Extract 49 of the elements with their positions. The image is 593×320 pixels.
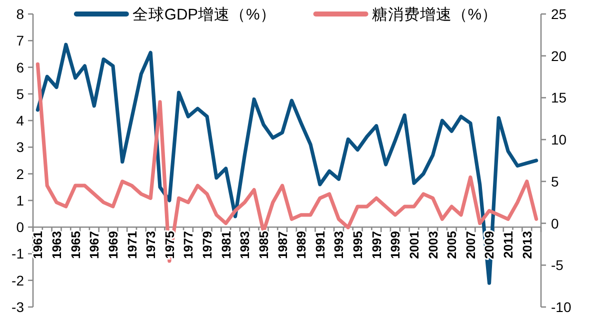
legend-label: 全球GDP增速（%）: [132, 6, 276, 24]
y2-tick-label: 5: [551, 173, 559, 190]
x-tick-label: 1985: [256, 231, 271, 259]
y2-tick-label: 0: [551, 215, 559, 232]
y-tick-label: 8: [16, 6, 24, 22]
x-tick-label: 1983: [238, 231, 252, 259]
x-tick-label: 1993: [332, 231, 346, 259]
x-tick-label: 1979: [200, 231, 215, 259]
y2-tick-label: 15: [551, 90, 567, 106]
x-tick-label: 1967: [88, 231, 102, 259]
y-tick-label: 7: [16, 32, 24, 49]
y2-tick-label: -10: [551, 299, 572, 315]
legend-label: 糖消费增速（%）: [372, 6, 498, 24]
x-tick-label: 1975: [162, 231, 177, 259]
y-tick-label: 1: [16, 192, 24, 208]
x-tick-label: 1965: [68, 231, 83, 259]
y-tick-label: -3: [12, 299, 24, 315]
y-tick-label: 3: [16, 139, 24, 156]
y-tick-label: 6: [16, 59, 24, 76]
x-tick-label: 1961: [31, 231, 46, 259]
y-tick-label: 0: [16, 219, 24, 236]
x-tick-label: 1977: [182, 231, 196, 259]
y-tick-label: 2: [16, 166, 24, 182]
x-tick-label: 1969: [106, 231, 120, 259]
x-tick-label: 2013: [520, 231, 534, 259]
x-tick-label: 1999: [388, 231, 403, 259]
x-tick-label: 2007: [464, 231, 478, 259]
y-tick-label: 4: [16, 112, 24, 129]
x-tick-label: 1981: [219, 231, 234, 259]
y2-tick-label: 20: [551, 48, 567, 64]
y2-tick-label: 10: [551, 132, 567, 148]
y-tick-label: 5: [16, 86, 24, 102]
x-tick-label: 2001: [408, 231, 422, 259]
x-tick-label: 1963: [50, 231, 64, 259]
y-tick-label: -2: [12, 272, 24, 288]
y2-tick-label: -5: [551, 257, 564, 274]
x-tick-label: 1971: [125, 231, 140, 259]
x-tick-label: 1973: [144, 231, 158, 259]
x-tick-label: 1987: [276, 231, 290, 259]
y2-tick-label: 25: [551, 6, 567, 22]
x-tick-label: 1995: [351, 231, 366, 259]
x-tick-label: 1989: [294, 231, 309, 259]
x-tick-label: 2005: [445, 231, 460, 259]
x-tick-label: 2009: [482, 231, 497, 259]
x-tick-label: 2011: [502, 231, 516, 258]
x-tick-label: 1997: [370, 231, 384, 259]
x-tick-label: 1991: [313, 231, 328, 259]
y-tick-label: -1: [12, 246, 24, 262]
x-tick-label: 2003: [426, 231, 440, 259]
